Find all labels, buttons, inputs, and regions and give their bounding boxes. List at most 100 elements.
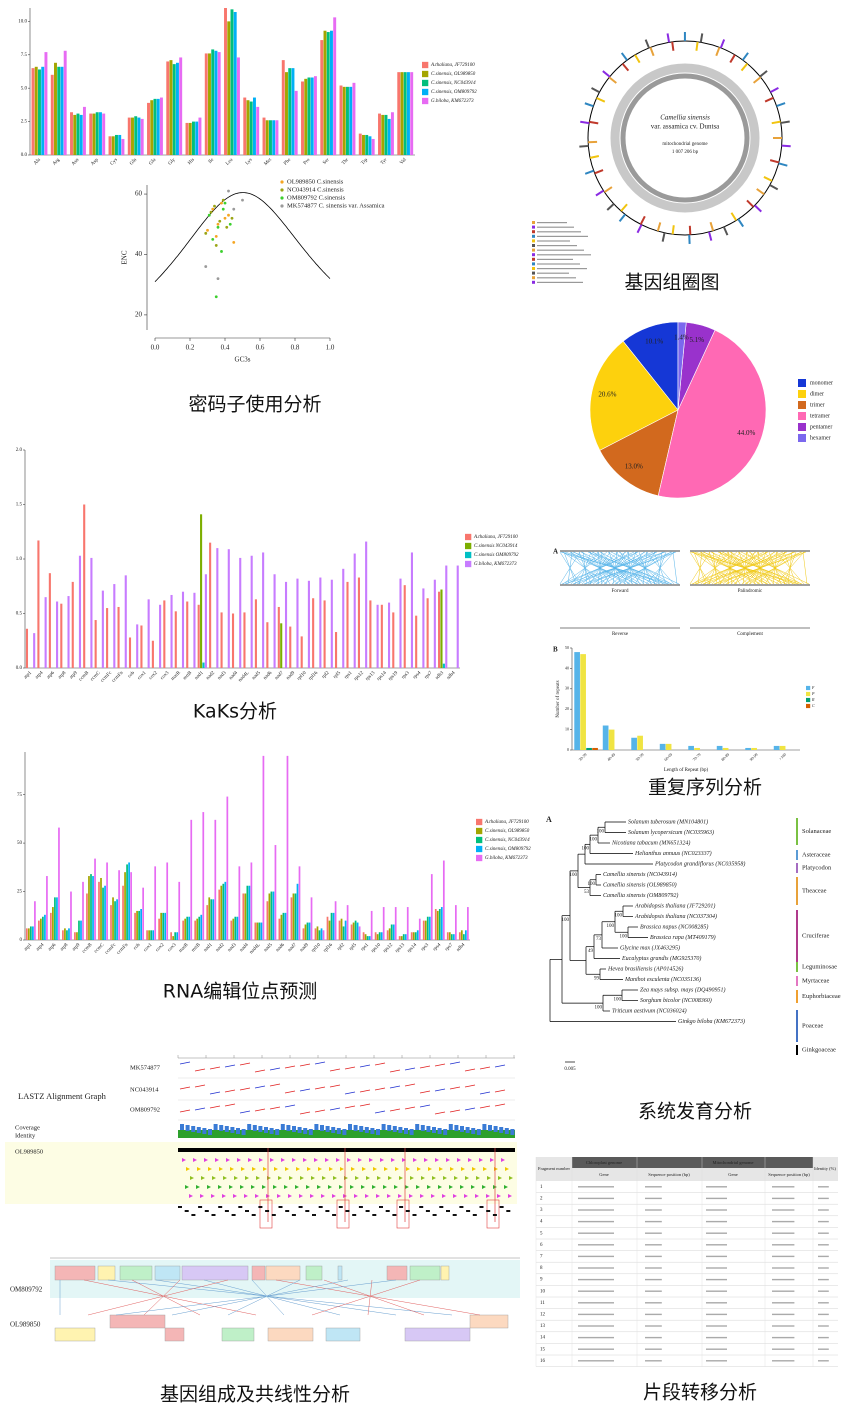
table-cell: 2	[540, 1197, 543, 1202]
cell-text	[706, 1278, 727, 1281]
bar	[62, 930, 64, 940]
feature-arrow	[405, 1185, 409, 1189]
bar	[158, 918, 160, 940]
caption: RNA编辑位点预测	[163, 981, 317, 1003]
feature-arrow	[248, 1158, 252, 1162]
coverage-peak	[280, 1124, 285, 1130]
bar	[266, 622, 269, 668]
point	[204, 231, 208, 235]
bar	[350, 924, 353, 940]
coverage-peak	[258, 1126, 263, 1132]
feature-arrow	[182, 1158, 186, 1162]
coverage-peak	[314, 1124, 319, 1130]
bar	[260, 922, 263, 940]
bar	[164, 912, 167, 940]
legend-label: C.sinensis, OL989850	[431, 72, 476, 77]
feature-arrow	[284, 1185, 288, 1189]
x-tick-label: rps13	[395, 942, 407, 954]
x-tick-label: nad9	[286, 670, 297, 681]
feature-arrow	[431, 1194, 435, 1198]
point	[225, 225, 229, 229]
bar	[98, 112, 102, 155]
bar	[244, 893, 247, 940]
bar	[258, 922, 261, 940]
x-tick-label: His	[187, 158, 195, 166]
bar	[172, 64, 176, 155]
x-tick-label: nad7	[287, 942, 298, 953]
bar	[301, 81, 304, 155]
cell-text	[772, 1336, 795, 1339]
gene-block	[211, 1214, 216, 1216]
x-tick-label: Asn	[71, 157, 81, 167]
bar	[112, 897, 114, 940]
bar	[586, 747, 592, 750]
bar	[270, 891, 273, 940]
x-tick-label: 0.2	[186, 344, 195, 352]
bar	[83, 504, 86, 668]
support-label: 100	[597, 829, 605, 834]
bar	[90, 874, 92, 940]
legend-swatch	[476, 836, 483, 844]
legend-label: C.sinensis, NC043914	[485, 838, 530, 843]
cell-text	[578, 1255, 614, 1258]
bar	[118, 134, 122, 155]
bar	[121, 138, 125, 155]
table-cell: 7	[540, 1255, 543, 1260]
bar	[592, 747, 598, 750]
table-subheader: Gene	[599, 1172, 609, 1177]
feature-arrow	[270, 1158, 274, 1162]
point	[218, 219, 222, 223]
gene-block	[251, 1214, 256, 1216]
coverage-peak	[437, 1128, 442, 1134]
y-tick-label: 50	[565, 645, 569, 650]
alignment-segment	[179, 1086, 191, 1090]
alignment-segment	[224, 1089, 236, 1093]
alignment-segment	[224, 1064, 236, 1068]
feature-arrow	[380, 1158, 384, 1162]
taxon-label: Hevea brasiliensis (AP014526)	[607, 965, 683, 972]
legend-swatch	[798, 423, 806, 431]
point	[221, 207, 225, 211]
coverage-peak	[303, 1128, 308, 1134]
table-cell: 15	[540, 1347, 546, 1352]
feature-arrow	[398, 1194, 402, 1198]
legend-swatch	[465, 560, 472, 568]
bar	[779, 745, 786, 750]
lastz-title: LASTZ Alignment Graph	[18, 1091, 107, 1101]
bar	[102, 113, 106, 155]
x-tick-label: rps3	[401, 670, 411, 680]
family-label: Myrtaceae	[802, 977, 830, 984]
cell-text	[578, 1313, 614, 1316]
x-tick-label: nad4L	[249, 943, 262, 956]
cell-text	[645, 1220, 662, 1223]
taxon-label: Brassica rapa (MT409179)	[650, 934, 716, 941]
bar	[224, 8, 227, 155]
bar	[319, 577, 322, 668]
gene-block	[392, 1214, 397, 1216]
cell-text	[818, 1186, 829, 1188]
gene-block	[385, 1210, 390, 1212]
gene-tick	[780, 120, 790, 124]
feature-arrow	[387, 1194, 391, 1198]
pie-slice	[677, 321, 687, 411]
taxon-label: Eucalyptus grandis (MG925370)	[621, 955, 701, 962]
bar	[57, 66, 61, 155]
query-label: NC043914	[130, 1086, 159, 1093]
synteny-block	[164, 1327, 185, 1342]
gene-block	[198, 1206, 203, 1208]
bar	[67, 596, 70, 668]
legend-label: NC043914 C.sinensis	[287, 186, 344, 193]
gene-tick	[580, 120, 590, 125]
bar	[198, 916, 201, 940]
feature-arrow	[377, 1176, 381, 1180]
x-tick-label: nad4L	[238, 671, 251, 684]
repeat-link	[672, 551, 678, 585]
bar	[40, 918, 42, 940]
bar	[277, 606, 280, 668]
feature-arrow	[222, 1194, 226, 1198]
cell-text	[578, 1186, 614, 1188]
alignment-segment	[359, 1089, 371, 1093]
synteny-block	[181, 1265, 249, 1281]
bar	[153, 98, 157, 155]
feature-arrow	[362, 1167, 366, 1171]
